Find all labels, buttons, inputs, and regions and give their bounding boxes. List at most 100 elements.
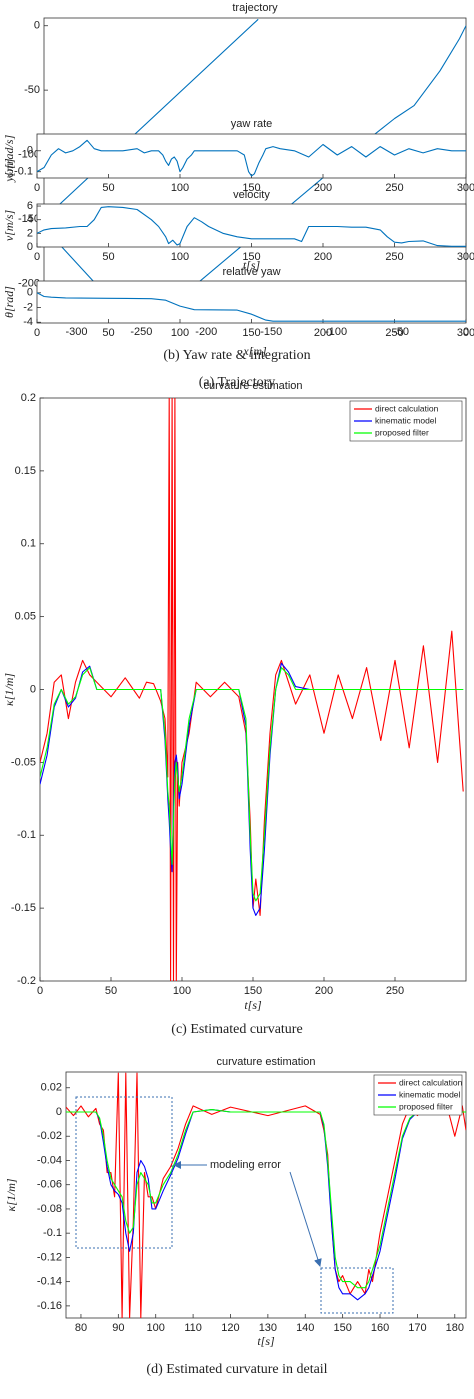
x-tick-label: 250: [385, 251, 403, 263]
x-tick-label: 150: [242, 327, 260, 339]
y-axis-label: κ[1/m]: [4, 1178, 18, 1211]
plot-lines: [40, 398, 464, 981]
y-tick-label: -0.16: [37, 1300, 62, 1312]
x-tick-label: 110: [184, 1322, 202, 1334]
y-tick-label: 0.2: [21, 392, 36, 404]
y-tick-label: -0.12: [37, 1251, 62, 1263]
plot-lines: [37, 292, 466, 322]
x-tick-label: 170: [408, 1322, 426, 1334]
x-tick-label: -200: [195, 326, 217, 338]
y-tick-label: 0.15: [15, 465, 36, 477]
x-tick-label: 0: [37, 985, 43, 997]
y-tick-label: 0: [56, 1106, 62, 1118]
y-axis-label: θ[rad]: [2, 286, 16, 318]
x-tick-label: 100: [171, 251, 189, 263]
y-tick-label: 4: [27, 214, 33, 226]
x-tick-label: 50: [102, 182, 114, 194]
x-tick-label: 0: [34, 182, 40, 194]
legend-label: kinematic model: [399, 1089, 461, 1099]
x-tick-label: 300: [457, 327, 474, 339]
x-tick-label: 0: [34, 327, 40, 339]
legend-label: proposed filter: [399, 1101, 453, 1111]
x-tick-label: 150: [333, 1322, 351, 1334]
plot-area: [36, 133, 467, 179]
y-tick-label: 0: [27, 241, 33, 253]
x-tick-label: 90: [112, 1322, 124, 1334]
y-axis-label: ω[rad/s]: [2, 134, 16, 177]
y-axis-label: y[m]: [2, 158, 16, 183]
chart-title: curvature estimation: [203, 380, 302, 392]
y-tick-label: 2: [27, 227, 33, 239]
y-tick-label: -0.14: [37, 1276, 62, 1288]
x-tick-label: 200: [314, 251, 332, 263]
legend-label: proposed filter: [375, 427, 429, 437]
arrow: [289, 1171, 322, 1267]
y-tick-label: 0.02: [41, 1082, 62, 1094]
y-tick-label: -0.15: [11, 902, 36, 914]
x-tick-label: 150: [242, 251, 260, 263]
y-tick-label: -4: [23, 316, 33, 328]
caption: (b) Yaw rate & integration: [163, 348, 310, 363]
x-tick-label: -300: [65, 326, 87, 338]
x-tick-label: -150: [260, 326, 282, 338]
data-line: [37, 139, 466, 177]
y-axis-label: v[m/s]: [2, 210, 16, 242]
chart-title: velocity: [233, 189, 270, 201]
y-tick-label: 0: [30, 683, 36, 695]
y-axis-label: κ[1/m]: [2, 673, 16, 706]
y-tick-label: -0.04: [37, 1154, 62, 1166]
x-tick-label: 100: [147, 1322, 165, 1334]
x-tick-label: 180: [446, 1322, 464, 1334]
y-tick-label: -50: [24, 84, 40, 96]
x-tick-label: 140: [296, 1322, 314, 1334]
x-tick-label: 250: [385, 182, 403, 194]
y-tick-label: 0.1: [21, 538, 36, 550]
plot-area: [36, 203, 467, 248]
x-tick-label: 0: [34, 251, 40, 263]
y-tick-label: 0.05: [15, 611, 36, 623]
x-tick-label: 300: [457, 251, 474, 263]
x-tick-label: 150: [244, 985, 262, 997]
x-tick-label: 50: [102, 251, 114, 263]
x-tick-label: -100: [325, 326, 347, 338]
y-tick-label: -0.2: [17, 975, 36, 987]
data-line: [37, 292, 466, 322]
x-tick-label: 50: [105, 985, 117, 997]
y-tick-label: -0.02: [37, 1130, 62, 1142]
y-tick-label: -0.1: [14, 166, 33, 178]
x-tick-label: 150: [242, 182, 260, 194]
x-tick-label: 250: [386, 985, 404, 997]
x-tick-label: 100: [173, 985, 191, 997]
y-tick-label: 6: [27, 200, 33, 212]
x-tick-label: 50: [102, 327, 114, 339]
y-tick-label: 0: [27, 145, 33, 157]
x-tick-label: 160: [371, 1322, 389, 1334]
x-tick-label: 80: [75, 1322, 87, 1334]
x-tick-label: 130: [259, 1322, 277, 1334]
y-tick-label: -150: [18, 213, 40, 225]
chart-title: trajectory: [232, 2, 278, 14]
highlight-box: [75, 1096, 173, 1249]
y-tick-label: -0.1: [17, 829, 36, 841]
legend-label: direct calculation: [399, 1077, 463, 1087]
x-axis-label: x[m]: [242, 344, 267, 358]
x-axis-label: t[s]: [244, 998, 262, 1012]
x-tick-label: 300: [457, 182, 474, 194]
plot-lines: [66, 1072, 466, 1318]
legend-label: direct calculation: [375, 403, 439, 413]
x-tick-label: 200: [314, 182, 332, 194]
x-tick-label: 0: [463, 326, 469, 338]
highlight-box: [320, 1267, 394, 1314]
caption: (c) Estimated curvature: [171, 1022, 302, 1037]
x-tick-label: 250: [385, 327, 403, 339]
y-tick-label: -0.05: [11, 756, 36, 768]
data-line: [37, 206, 466, 247]
y-tick-label: -0.08: [37, 1203, 62, 1215]
x-tick-label: 120: [221, 1322, 239, 1334]
caption: (a) Trajectory: [199, 375, 276, 390]
annotation: modeling error: [210, 1159, 281, 1171]
x-tick-label: 200: [314, 327, 332, 339]
y-tick-label: -0.1: [43, 1227, 62, 1239]
y-tick-label: 0: [34, 20, 40, 32]
